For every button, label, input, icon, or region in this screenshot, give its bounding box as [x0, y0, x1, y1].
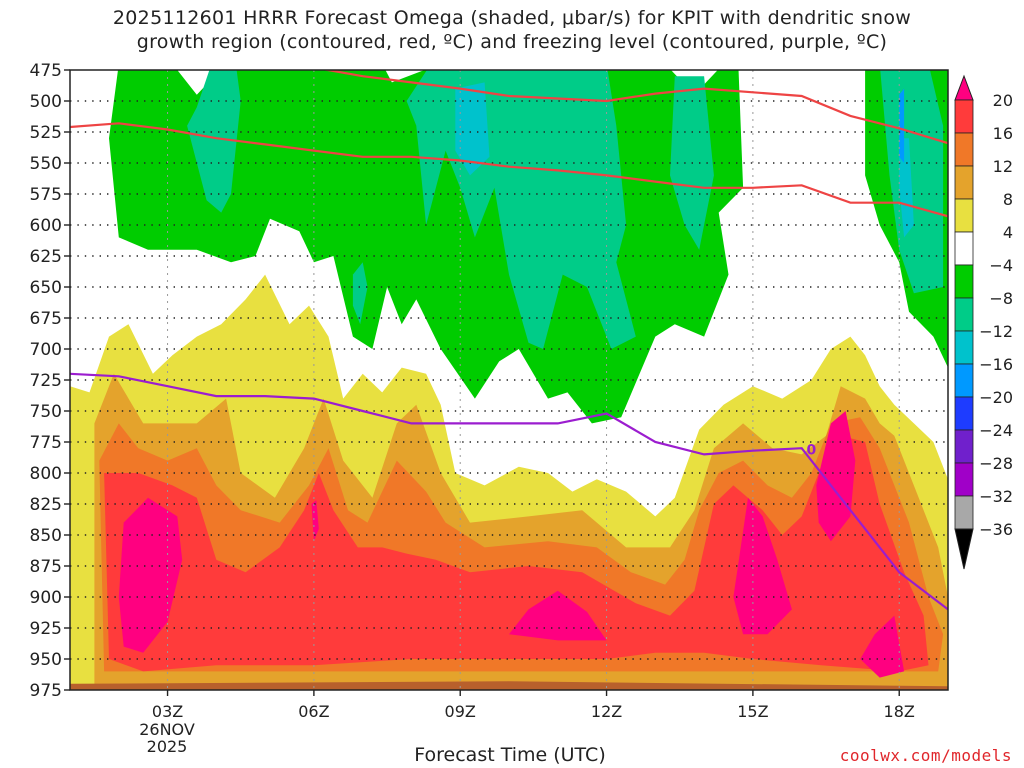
colorbar-swatch-9: [954, 363, 974, 398]
x-tick-label-09Z: 09Z: [445, 702, 476, 721]
colorbar-bottom-arrow: [954, 528, 974, 570]
omega-shading-layer: [70, 70, 948, 690]
colorbar-swatch-13: [954, 495, 974, 530]
x-tick-label-18Z: 18Z: [884, 702, 915, 721]
y-tick-label-750: 750: [30, 402, 62, 422]
omega-magenta-core-11z: [509, 590, 607, 641]
title-line-2: growth region (contoured, red, ºC) and f…: [136, 31, 888, 53]
colorbar-label-1: 16: [993, 124, 1013, 143]
y-tick-label-800: 800: [30, 464, 62, 484]
y-tick-label-975: 975: [30, 681, 62, 701]
colorbar-label-7: −12: [979, 322, 1013, 341]
date-label: 26NOV 2025: [132, 721, 202, 755]
omega-teal-region-west: [187, 70, 241, 213]
y-tick-label-625: 625: [30, 247, 62, 267]
colorbar-swatch-1: [954, 99, 974, 134]
y-tick-label-850: 850: [30, 526, 62, 546]
omega-teal-pocket: [352, 262, 368, 325]
colorbar-swatch-4: [954, 198, 974, 233]
omega-blue-streak: [899, 88, 905, 163]
y-tick-label-650: 650: [30, 278, 62, 298]
x-tick-label-15Z: 15Z: [737, 702, 768, 721]
y-tick-label-925: 925: [30, 619, 62, 639]
dgz-contour-line-1: [70, 122, 948, 218]
omega-magenta-speck-06z: [311, 500, 319, 542]
y-tick-label-700: 700: [30, 340, 62, 360]
colorbar-label-6: −8: [989, 289, 1013, 308]
colorbar-label-3: 8: [1003, 190, 1013, 209]
surface-ground-band: [70, 681, 948, 690]
dgz-contour-line-2: [321, 70, 948, 145]
colorbar-label-13: −36: [979, 520, 1013, 539]
title-line-1: 2025112601 HRRR Forecast Omega (shaded, …: [112, 7, 912, 29]
colorbar-label-12: −32: [979, 487, 1013, 506]
colorbar-swatch-5: [954, 231, 974, 266]
y-tick-label-600: 600: [30, 216, 62, 236]
colorbar-label-10: −24: [979, 421, 1013, 440]
y-tick-label-725: 725: [30, 371, 62, 391]
omega-magenta-core-17z: [816, 411, 856, 542]
y-tick-label-875: 875: [30, 557, 62, 577]
omega-red-region: [104, 435, 929, 672]
omega-magenta-core-03z: [118, 497, 183, 653]
colorbar-label-4: 4: [1003, 223, 1013, 242]
colorbar-swatch-6: [954, 264, 974, 299]
x-tick-label-03Z: 03Z: [152, 702, 183, 721]
colorbar-label-0: 20: [993, 91, 1013, 110]
colorbar-swatch-2: [954, 132, 974, 167]
y-tick-label-950: 950: [30, 650, 62, 670]
y-tick-label-475: 475: [30, 61, 62, 81]
freezing-level-label: 0: [807, 442, 817, 458]
omega-cyan-pocket-center: [455, 82, 490, 176]
x-tick-label-12Z: 12Z: [591, 702, 622, 721]
chart-title: 2025112601 HRRR Forecast Omega (shaded, …: [0, 6, 1024, 54]
omega-teal-region-far-east: [880, 70, 944, 294]
colorbar-top-arrow: [954, 74, 974, 101]
freezing-level-line: [70, 372, 948, 611]
y-tick-label-825: 825: [30, 495, 62, 515]
colorbar-label-5: −4: [989, 256, 1013, 275]
colorbar-label-2: 12: [993, 157, 1013, 176]
date-label-year: 2025: [146, 737, 188, 756]
y-tick-label-525: 525: [30, 123, 62, 143]
omega-magenta-core-15z: [733, 497, 792, 635]
omega-cyan-pocket-east: [899, 138, 914, 238]
colorbar-swatch-12: [954, 462, 974, 497]
y-tick-label-550: 550: [30, 154, 62, 174]
y-tick-label-775: 775: [30, 433, 62, 453]
colorbar-swatch-11: [954, 429, 974, 464]
y-tick-label-900: 900: [30, 588, 62, 608]
x-tick-label-06Z: 06Z: [298, 702, 329, 721]
date-label-day: 26NOV: [139, 720, 195, 739]
colorbar-label-8: −16: [979, 355, 1013, 374]
colorbar-swatch-8: [954, 330, 974, 365]
omega-magenta-core-18z: [860, 615, 905, 678]
y-tick-label-575: 575: [30, 185, 62, 205]
colorbar-label-11: −28: [979, 454, 1013, 473]
colorbar-label-9: −20: [979, 388, 1013, 407]
colorbar-swatch-10: [954, 396, 974, 431]
x-axis-label: Forecast Time (UTC): [414, 744, 606, 766]
colorbar-swatch-7: [954, 297, 974, 332]
colorbar-swatch-3: [954, 165, 974, 200]
y-tick-label-500: 500: [30, 92, 62, 112]
credit-text: coolwx.com/models: [839, 746, 1012, 765]
y-tick-label-675: 675: [30, 309, 62, 329]
